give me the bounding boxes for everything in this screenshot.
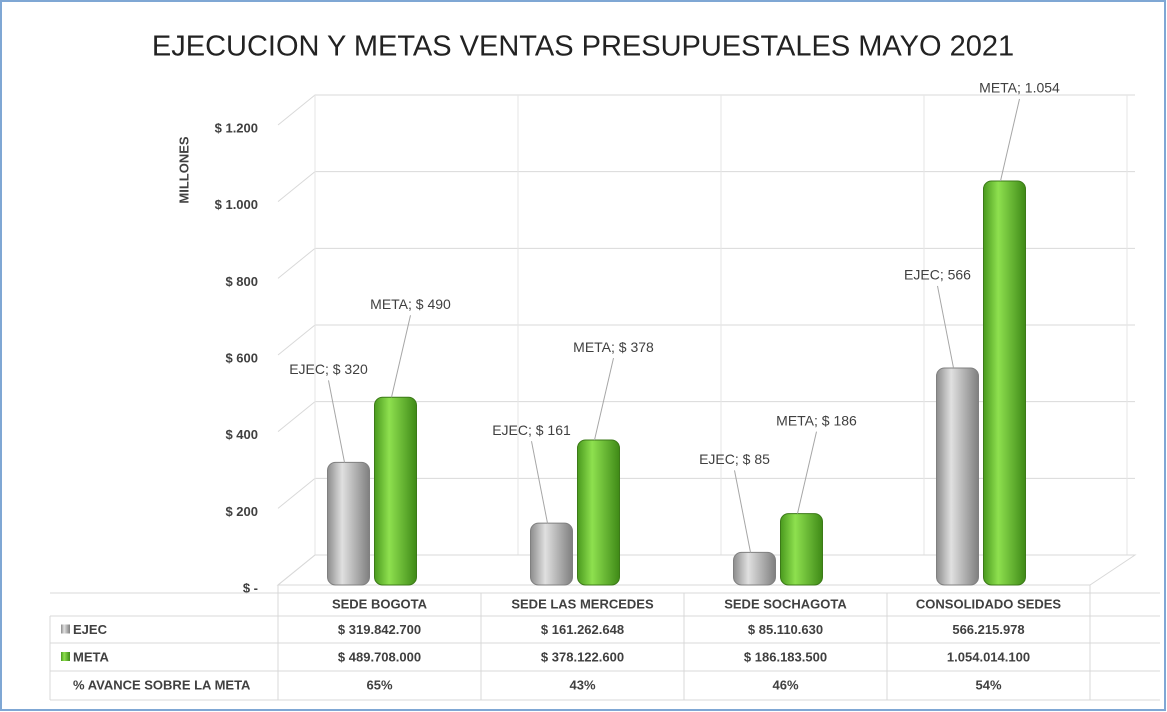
y-tick-label: $ 400 [225,427,258,442]
bar [983,180,1026,586]
x-tick-label: CONSOLIDADO SEDES [916,596,1062,611]
legend-label: META [73,649,109,664]
bar [733,551,776,586]
bar [936,367,979,586]
chart-title: EJECUCION Y METAS VENTAS PRESUPUESTALES … [152,31,1014,63]
leader-line [734,470,751,553]
floor [276,554,1137,586]
bar [327,461,370,586]
leader-line [937,285,954,369]
legend-swatch [61,652,70,661]
table-cell: $ 378.122.600 [541,649,624,664]
table-cell: 65% [366,677,392,692]
data-label: META; $ 378 [573,339,654,355]
bar [530,522,573,586]
table-cell: $ 85.110.630 [748,622,823,637]
leader-line [531,441,548,524]
y-tick-label: $ 600 [225,350,258,365]
leader-line [797,431,817,514]
bar [374,396,417,586]
bar [780,513,823,586]
table-cell: 43% [569,677,595,692]
x-tick-label: SEDE SOCHAGOTA [724,596,847,611]
table-cell: $ 319.842.700 [338,622,421,637]
data-label: EJEC; 566 [904,267,971,283]
y-tick-label: $ 1.000 [215,197,258,212]
table-row-label: % AVANCE SOBRE LA META [73,677,251,692]
table-cell: 46% [772,677,798,692]
legend-label: EJEC [73,622,108,637]
table-cell: $ 161.262.648 [541,622,624,637]
data-label: EJEC; $ 161 [492,422,571,438]
x-tick-label: SEDE BOGOTA [332,596,428,611]
y-tick-label: $ 1.200 [215,120,258,135]
legend-swatch [61,624,70,634]
table-cell: $ 186.183.500 [744,649,827,664]
table-cell: 1.054.014.100 [947,649,1030,664]
leader-line [594,357,614,441]
data-label: META; 1.054 [979,80,1060,96]
bar [577,439,620,586]
table-cell: 54% [975,677,1001,692]
data-label: META; $ 490 [370,296,451,312]
y-tick-label: $ 200 [225,504,258,519]
data-label: META; $ 186 [776,412,857,428]
table-cell: $ 489.708.000 [338,649,421,664]
y-axis-label: MILLONES [176,136,191,203]
leader-line [391,315,411,398]
leader-line [1000,98,1020,182]
table-cell: 566.215.978 [952,622,1024,637]
data-label: EJEC; $ 320 [289,361,368,377]
x-tick-label: SEDE LAS MERCEDES [511,596,654,611]
y-tick-label: $ - [243,580,258,595]
data-label: EJEC; $ 85 [699,451,770,467]
leader-line [328,380,345,463]
y-tick-label: $ 800 [225,274,258,289]
